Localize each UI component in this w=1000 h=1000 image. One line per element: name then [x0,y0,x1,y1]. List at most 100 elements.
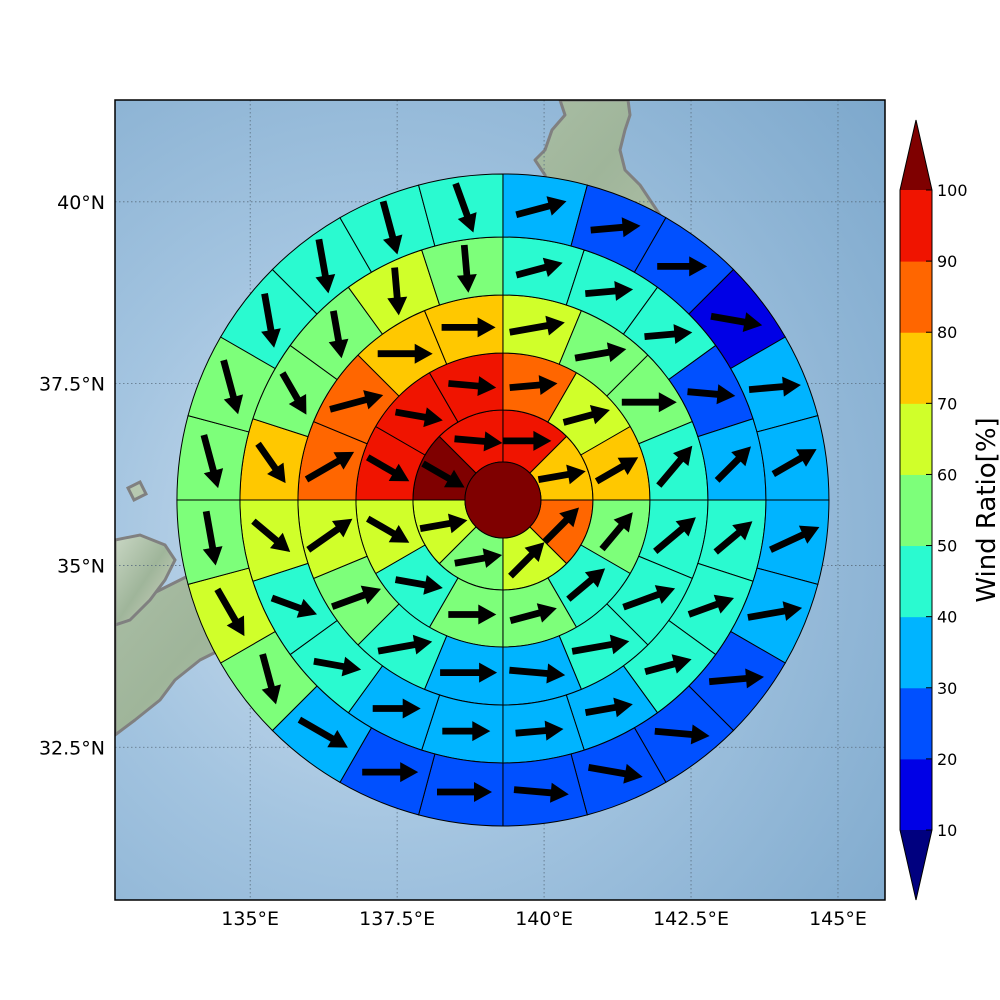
y-tick-label: 35°N [57,555,105,577]
wind-arrow [315,238,336,294]
wind-arrow [713,521,753,555]
wind-arrow [747,601,803,621]
wind-arrow [509,315,565,336]
wind-arrows [200,182,820,803]
wind-arrow [509,603,557,624]
wind-arrow [202,510,223,566]
wind-arrow [584,697,633,718]
wind-arrow [419,513,468,534]
wind-arrow [656,445,693,488]
oki-island [125,479,149,503]
wind-arrow [394,407,443,428]
wind-arrow [515,257,563,279]
colorbar-tick-label: 20 [937,750,957,769]
colorbar-over-extension [900,120,932,190]
wind-arrow [708,668,764,689]
wind-arrow [654,724,710,745]
wind-arrow [304,451,355,483]
wind-arrow [653,517,696,554]
wind-arrow [440,662,498,683]
colorbar-tick-label: 100 [937,181,968,200]
y-axis-ticks: 40°N 37.5°N 35°N 32.5°N [39,192,105,759]
wind-arrow [394,575,443,595]
colorbar-tick-label: 40 [937,608,957,627]
wind-arrow [372,698,421,719]
wind-arrow [421,460,465,488]
colorbar-segment [900,403,932,475]
center-cell [464,461,542,539]
wind-arrow [214,587,245,637]
y-tick-label: 32.5°N [39,737,105,759]
colorbar-segment [900,616,932,689]
wind-arrow [220,359,244,415]
wind-arrow [437,782,492,802]
colorbar-tick-label: 90 [937,252,957,271]
colorbar-tick-label: 70 [937,394,957,413]
colorbar-under-extension [900,830,932,900]
wind-arrow [255,441,286,484]
colorbar-segment [900,758,932,831]
wind-arrow [769,525,820,553]
wind-arrow [279,371,307,415]
wind-arrow [331,585,381,610]
wind-arrow [515,196,567,218]
colorbar-segment [900,190,932,262]
wind-arrow [377,343,433,364]
wind-arrow [771,449,817,477]
colorbar-title: Wind Ratio[%] [972,417,1000,602]
colorbar-segment [900,545,932,618]
wind-arrow [710,312,763,332]
wind-arrow [448,376,497,396]
wind-arrow [387,267,408,316]
wind-arrow [366,454,410,482]
wind-arrow [590,217,641,238]
colorbar-segment [900,261,932,333]
wind-arrow [562,405,610,426]
wind-arrow [748,376,801,397]
ratio-cell [417,173,504,247]
wind-arrow [537,464,586,485]
wind-arrow [644,324,693,344]
wind-arrow [594,457,639,485]
wind-arrow [454,431,503,452]
colorbar: Wind Ratio[%] 10 20 30 40 50 60 70 80 90 100 [899,119,1000,901]
wind-arrow [599,512,633,552]
axes-frame [114,99,886,901]
colorbar-tick-label: 10 [937,821,957,840]
wind-arrow [622,585,676,611]
wind-arrow [259,653,281,705]
x-tick-label: 140°E [515,908,573,930]
colorbar-segment [900,474,932,547]
wind-arrow [509,663,566,684]
wind-arrow [261,293,281,348]
x-tick-label: 137.5°E [359,908,435,930]
colorbar-segment [900,687,932,760]
wind-arrow [542,507,579,544]
wind-arrow [566,568,606,602]
wind-arrow [441,317,496,338]
x-tick-label: 135°E [221,908,279,930]
wind-arrow [585,281,634,301]
wind-arrow [621,392,677,413]
wind-arrow [687,594,734,618]
wind-arrow [456,244,477,293]
wind-arrow [442,721,491,742]
wind-arrow [377,634,433,655]
wind-arrow [574,342,627,363]
wind-arrow [509,375,558,395]
wind-arrow [452,182,477,233]
x-tick-label: 142.5°E [653,908,729,930]
wind-arrow [448,604,497,625]
wind-arrow [588,763,643,784]
wind-arrow [297,716,348,748]
wind-arrow [379,200,403,255]
wind-arrow [454,548,503,568]
colorbar-tick-label: 80 [937,323,957,342]
x-tick-label: 145°E [809,908,867,930]
wind-arrow [657,256,708,277]
wind-arrow [513,782,569,803]
wind-arrow [329,390,384,413]
wind-arrow [503,430,552,451]
y-tick-label: 37.5°N [39,374,105,396]
wind-arrow [366,515,410,543]
